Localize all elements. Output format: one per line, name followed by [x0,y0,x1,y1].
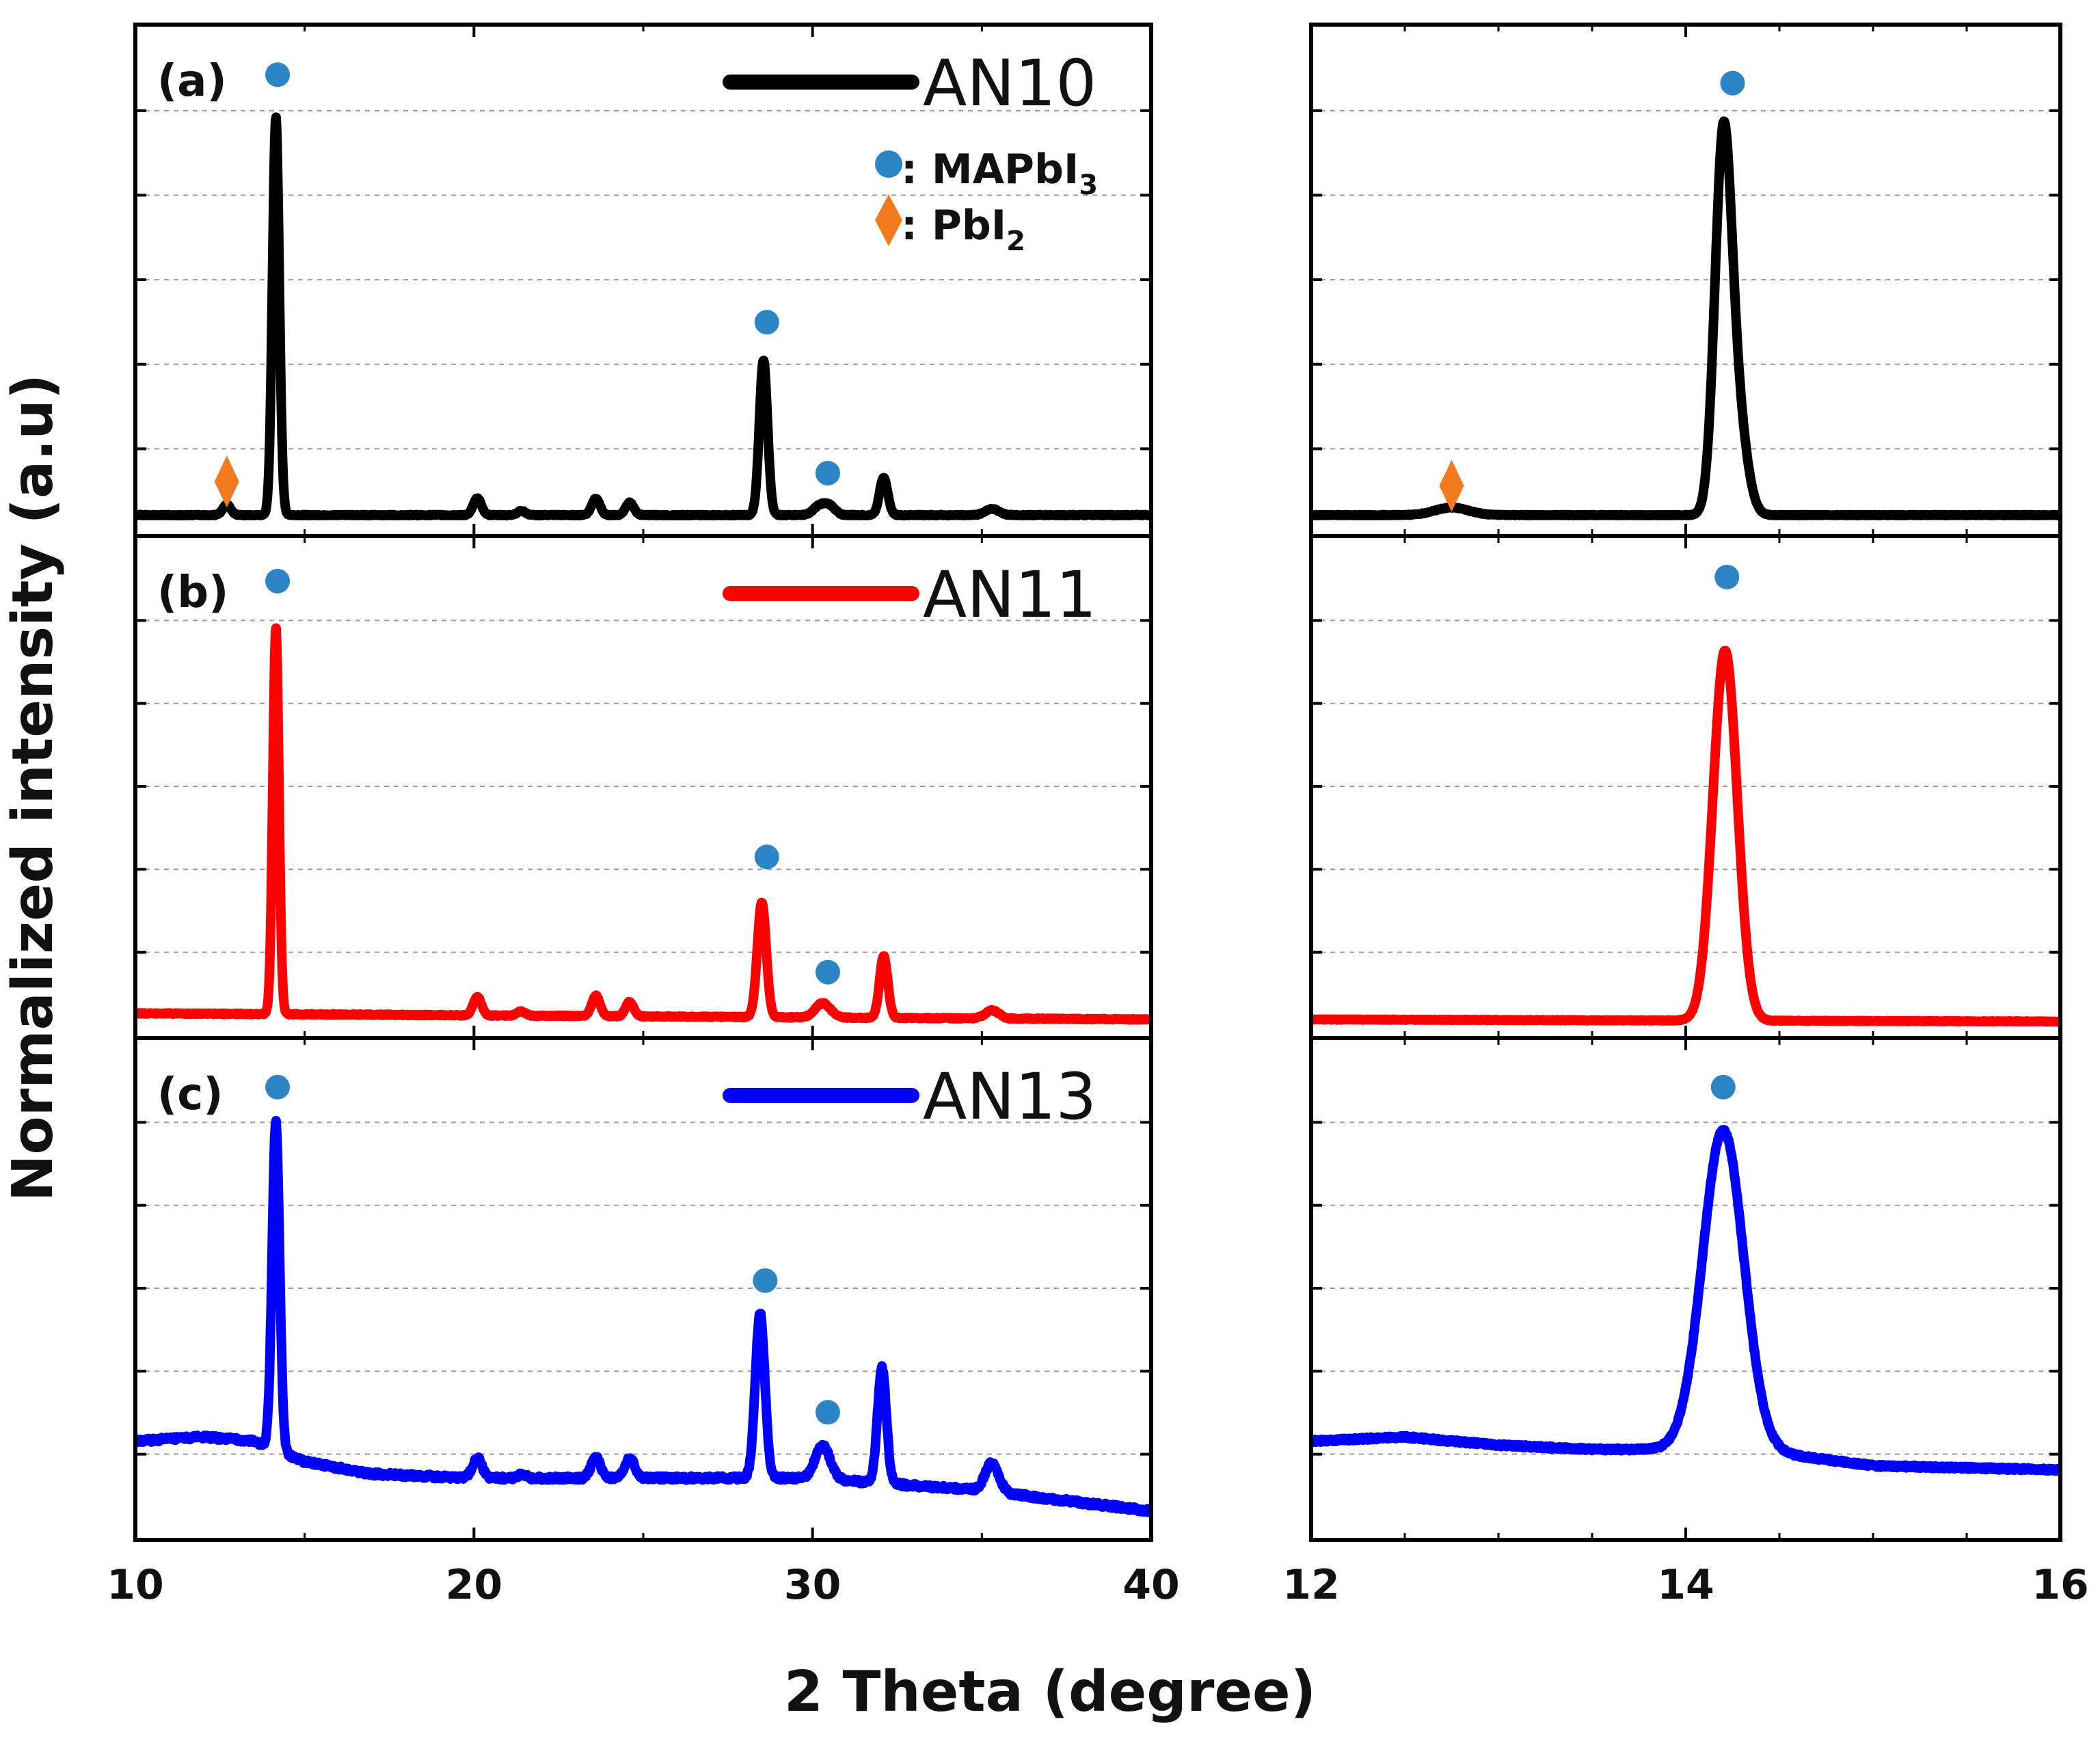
series-line-AN13 [1311,1125,2060,1476]
mapbi3-subscript: 3 [1079,170,1098,201]
x-tick-label: 16 [2032,1561,2089,1609]
panel-b-left: (b) AN11 [133,534,1153,1040]
series-line-AN13 [135,1115,1151,1518]
mapbi3-peak-marker [815,460,840,485]
series-line-AN11 [135,623,1151,1025]
pbi2-peak-marker [1439,459,1464,512]
pbi2-peak-marker [214,455,239,508]
series-line-AN11 [1311,645,2060,1027]
series-line-AN10 [135,112,1151,521]
panel-a-left: (a) AN10 [133,23,1153,538]
mapbi3-peak-marker [1720,70,1745,96]
x-tick-label: 30 [784,1561,842,1609]
mapbi3-peak-marker [1710,1074,1736,1100]
x-tick-label: 10 [107,1561,164,1609]
panel-a-right [1309,23,2062,538]
pbi2-legend-icon [875,194,902,246]
mapbi3-peak-marker [754,844,779,870]
pbi2-legend-label: : PbI2 [901,202,1025,257]
panel-label: (c) [157,1069,223,1120]
panel-b-right [1309,534,2062,1040]
x-tick-label: 20 [446,1561,503,1609]
x-tick-label: 12 [1282,1561,1340,1609]
mapbi3-peak-marker [754,310,779,335]
panel-c-left: 10 20 30 40 (c) AN13 [107,1036,1180,1609]
mapbi3-peak-marker [265,568,291,594]
marker-legend: : MAPbI3: PbI2 [875,146,1098,257]
legend-label-AN13: AN13 [923,1060,1096,1134]
mapbi3-peak-marker [753,1268,778,1293]
mapbi3-peak-marker [265,62,291,88]
panel-label: (a) [157,56,227,107]
mapbi3-peak-marker [1714,564,1740,589]
series-line-AN10 [1311,116,2060,520]
x-tick-label: 40 [1122,1561,1180,1609]
mapbi3-peak-marker [815,959,840,985]
pbi2-subscript: 2 [1006,226,1025,257]
mapbi3-legend-icon [875,150,902,178]
panel-c-right: 12 14 16 [1282,1036,2089,1609]
x-axis-label: 2 Theta (degree) [784,1660,1316,1724]
panel-frame [133,1036,1153,1542]
panel-label: (b) [157,568,228,618]
y-axis-label: Normalized intensity (a.u) [1,374,66,1202]
panel-frame [1309,1036,2062,1542]
plot-panels: (a) AN10 (b) AN11 10 20 30 40 (c) AN13 12 14 16 : MAP… [107,23,2089,1609]
x-tick-label: 14 [1657,1561,1714,1609]
mapbi3-peak-marker [265,1074,291,1100]
legend-label-AN10: AN10 [923,46,1096,121]
mapbi3-legend-label: : MAPbI3 [901,146,1098,201]
mapbi3-peak-marker [815,1400,840,1425]
legend-label-AN11: AN11 [923,558,1096,632]
